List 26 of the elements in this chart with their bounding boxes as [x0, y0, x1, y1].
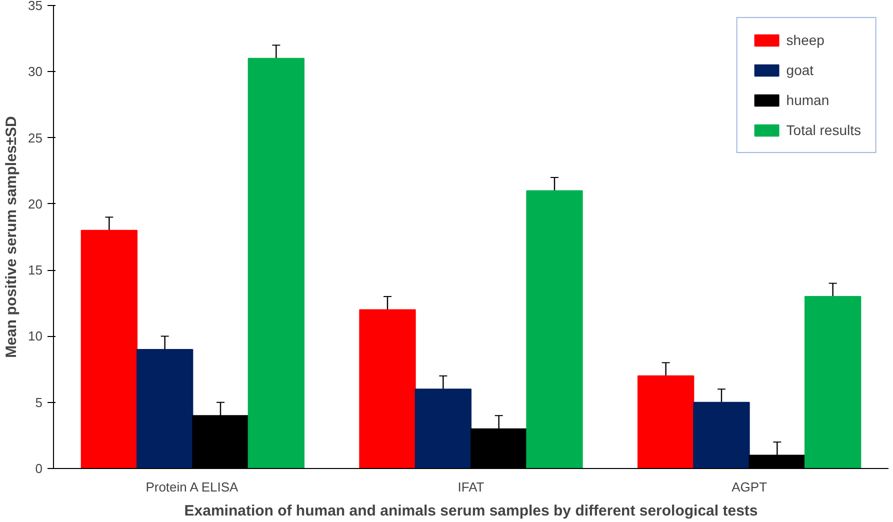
y-tick-label: 15: [28, 262, 43, 278]
legend-label: human: [786, 92, 830, 108]
y-tick-label: 25: [28, 130, 43, 146]
legend-label: goat: [786, 62, 814, 78]
legend-label: sheep: [786, 32, 824, 48]
bar: [80, 230, 138, 468]
y-tick-label: 20: [28, 196, 43, 212]
y-axis-title: Mean positive serum samples±SD: [3, 116, 20, 358]
x-axis-title: Examination of human and animals serum samples by different serological tests: [184, 502, 758, 520]
y-tick-label: 5: [35, 394, 43, 410]
bar: [414, 388, 472, 468]
x-tick-label: IFAT: [458, 480, 484, 494]
x-tick-label: Protein A ELISA: [146, 480, 239, 494]
bar: [638, 375, 694, 468]
bar: [359, 309, 416, 468]
y-tick-label: 10: [28, 328, 43, 344]
bar: [248, 58, 304, 468]
y-tick-label: 35: [28, 0, 43, 13]
bar: [136, 348, 194, 468]
y-tick-label: 0: [35, 461, 43, 476]
legend-label: Total results: [786, 122, 861, 138]
bar: [526, 190, 583, 468]
x-tick-label: AGPT: [732, 480, 768, 494]
bar: [804, 296, 862, 468]
y-tick-label: 30: [28, 64, 43, 80]
bar: [693, 402, 750, 468]
